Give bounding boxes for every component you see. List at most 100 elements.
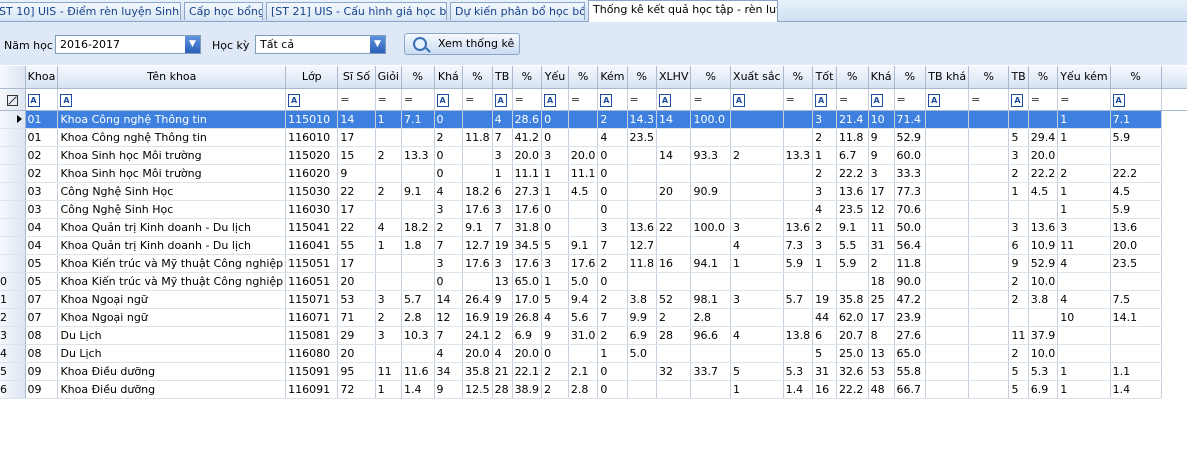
table-cell[interactable]: 98.1 (690, 290, 732, 309)
column-header[interactable]: % (627, 66, 658, 89)
table-cell[interactable]: 24.1 (462, 326, 493, 345)
table-cell[interactable]: 6.9 (512, 326, 543, 345)
table-cell[interactable] (968, 344, 1010, 363)
table-cell[interactable]: 34 (434, 362, 464, 381)
table-cell[interactable]: 11.8 (894, 254, 927, 273)
column-header[interactable]: TB khá (925, 66, 970, 89)
table-cell[interactable] (968, 128, 1010, 147)
table-row[interactable]: 02 Khoa Sinh học Môi trường 116020 9 0 1 11.1 1… (0, 164, 1187, 183)
table-cell[interactable]: 1 (1057, 200, 1111, 219)
table-cell[interactable]: 6.9 (627, 326, 658, 345)
column-header[interactable]: TB (492, 66, 513, 89)
table-cell[interactable]: 17.6 (462, 254, 493, 273)
table-cell[interactable]: 2 (1008, 290, 1029, 309)
table-cell[interactable]: 4 (541, 308, 569, 327)
filter-cell[interactable]: = (375, 88, 403, 111)
table-cell[interactable]: 5.9 (783, 254, 814, 273)
table-cell[interactable] (836, 272, 869, 291)
text-filter-icon[interactable]: A (815, 93, 828, 107)
table-cell[interactable]: Du Lịch (57, 326, 287, 345)
table-cell[interactable]: 0 (541, 344, 569, 363)
table-cell[interactable] (968, 164, 1010, 183)
table-row[interactable]: 0 05 Khoa Kiến trúc và Mỹ thuật Công nghiệ… (0, 272, 1187, 291)
table-cell[interactable]: Khoa Kiến trúc và Mỹ thuật Công nghiệp (57, 272, 287, 291)
table-cell[interactable]: 3 (434, 200, 464, 219)
table-cell[interactable]: 0 (541, 218, 569, 237)
table-cell[interactable]: 22.2 (836, 380, 869, 399)
equals-filter-icon[interactable]: = (629, 93, 639, 106)
table-cell[interactable]: 5.3 (1028, 362, 1059, 381)
column-header[interactable]: % (401, 66, 435, 89)
table-cell[interactable]: 2 (597, 254, 628, 273)
table-cell[interactable] (730, 182, 784, 201)
row-indicator[interactable]: 6 (0, 380, 26, 399)
table-cell[interactable] (401, 164, 435, 183)
table-cell[interactable] (925, 218, 970, 237)
table-cell[interactable]: 0 (434, 146, 464, 165)
table-cell[interactable]: 5 (1008, 380, 1029, 399)
table-cell[interactable]: 17 (868, 308, 895, 327)
table-cell[interactable]: 12 (434, 308, 464, 327)
table-cell[interactable]: 116051 (285, 272, 339, 291)
column-header[interactable]: % (1028, 66, 1059, 89)
table-cell[interactable]: 2 (1008, 344, 1029, 363)
table-row[interactable]: 3 08 Du Lịch 115081 29 3 10.3 7 24.1 2 6.9 9 31.0 2 6.… (0, 326, 1187, 345)
table-cell[interactable]: 33.3 (894, 164, 927, 183)
table-cell[interactable]: 1.4 (783, 380, 814, 399)
table-cell[interactable]: 62.0 (836, 308, 869, 327)
table-cell[interactable]: 17 (337, 200, 376, 219)
table-cell[interactable] (968, 362, 1010, 381)
filter-cell[interactable]: A (597, 88, 628, 111)
table-cell[interactable]: 0 (541, 200, 569, 219)
column-header[interactable]: Khá (868, 66, 895, 89)
filter-cell[interactable]: = (836, 88, 869, 111)
text-filter-icon[interactable]: A (60, 93, 73, 107)
table-cell[interactable] (925, 110, 970, 129)
table-cell[interactable]: 9 (434, 380, 464, 399)
table-cell[interactable] (730, 110, 784, 129)
column-header[interactable]: % (462, 66, 493, 89)
table-cell[interactable]: 3 (730, 218, 784, 237)
table-cell[interactable]: 5.9 (836, 254, 869, 273)
table-cell[interactable]: 72 (337, 380, 376, 399)
table-cell[interactable] (1008, 200, 1029, 219)
table-cell[interactable] (568, 218, 599, 237)
table-cell[interactable]: 17 (337, 254, 376, 273)
table-cell[interactable]: 115020 (285, 146, 339, 165)
table-cell[interactable]: 9 (868, 128, 895, 147)
table-cell[interactable]: 0 (541, 110, 569, 129)
filter-cell[interactable]: = (462, 88, 493, 111)
filter-cell[interactable]: = (894, 88, 927, 111)
table-cell[interactable]: 13.3 (401, 146, 435, 165)
table-cell[interactable] (375, 272, 403, 291)
table-cell[interactable] (462, 164, 493, 183)
table-cell[interactable] (401, 128, 435, 147)
row-indicator[interactable] (0, 164, 26, 183)
filter-cell[interactable]: A (434, 88, 464, 111)
table-cell[interactable]: 10 (1057, 308, 1111, 327)
table-cell[interactable]: Khoa Quản trị Kinh doanh - Du lịch (57, 236, 287, 255)
table-cell[interactable] (627, 182, 658, 201)
table-cell[interactable]: 20.7 (836, 326, 869, 345)
table-cell[interactable]: Khoa Kiến trúc và Mỹ thuật Công nghiệp (57, 254, 287, 273)
table-cell[interactable]: 31 (868, 236, 895, 255)
table-cell[interactable]: 12 (868, 200, 895, 219)
table-cell[interactable]: 1 (1057, 182, 1111, 201)
table-cell[interactable]: 13.6 (836, 182, 869, 201)
table-cell[interactable]: 7 (492, 218, 513, 237)
table-cell[interactable]: 4 (730, 326, 784, 345)
table-cell[interactable] (690, 128, 732, 147)
table-cell[interactable] (690, 344, 732, 363)
table-cell[interactable]: 32 (656, 362, 692, 381)
table-row[interactable]: 1 07 Khoa Ngoại ngữ 115071 53 3 5.7 14 26.4 9 17.0… (0, 290, 1187, 309)
table-cell[interactable]: 0 (597, 362, 628, 381)
table-cell[interactable]: 4 (1057, 290, 1111, 309)
text-filter-icon[interactable]: A (1112, 93, 1125, 107)
equals-filter-icon[interactable]: = (1030, 93, 1040, 106)
table-cell[interactable]: 07 (25, 290, 59, 309)
table-cell[interactable]: 28 (656, 326, 692, 345)
table-cell[interactable]: 0 (541, 128, 569, 147)
table-cell[interactable]: 9 (1008, 254, 1029, 273)
table-cell[interactable]: 01 (25, 110, 59, 129)
table-cell[interactable]: 25 (868, 290, 895, 309)
